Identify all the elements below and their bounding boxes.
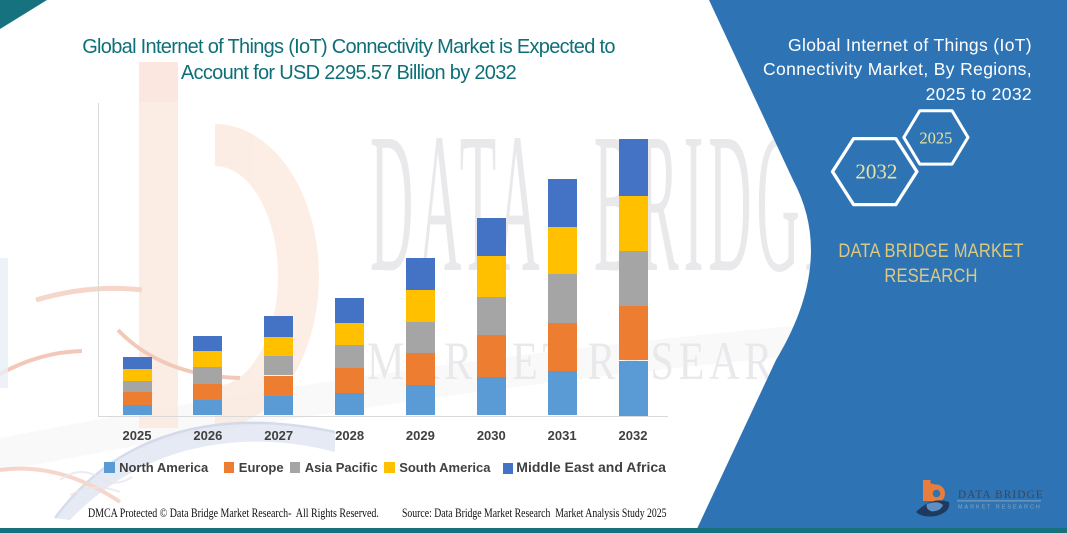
svg-text:MARKET RESEARCH: MARKET RESEARCH bbox=[958, 505, 1042, 511]
svg-text:2032: 2032 bbox=[855, 160, 897, 184]
svg-text:DATA BRIDGE: DATA BRIDGE bbox=[958, 489, 1044, 501]
svg-text:2025: 2025 bbox=[919, 128, 952, 147]
